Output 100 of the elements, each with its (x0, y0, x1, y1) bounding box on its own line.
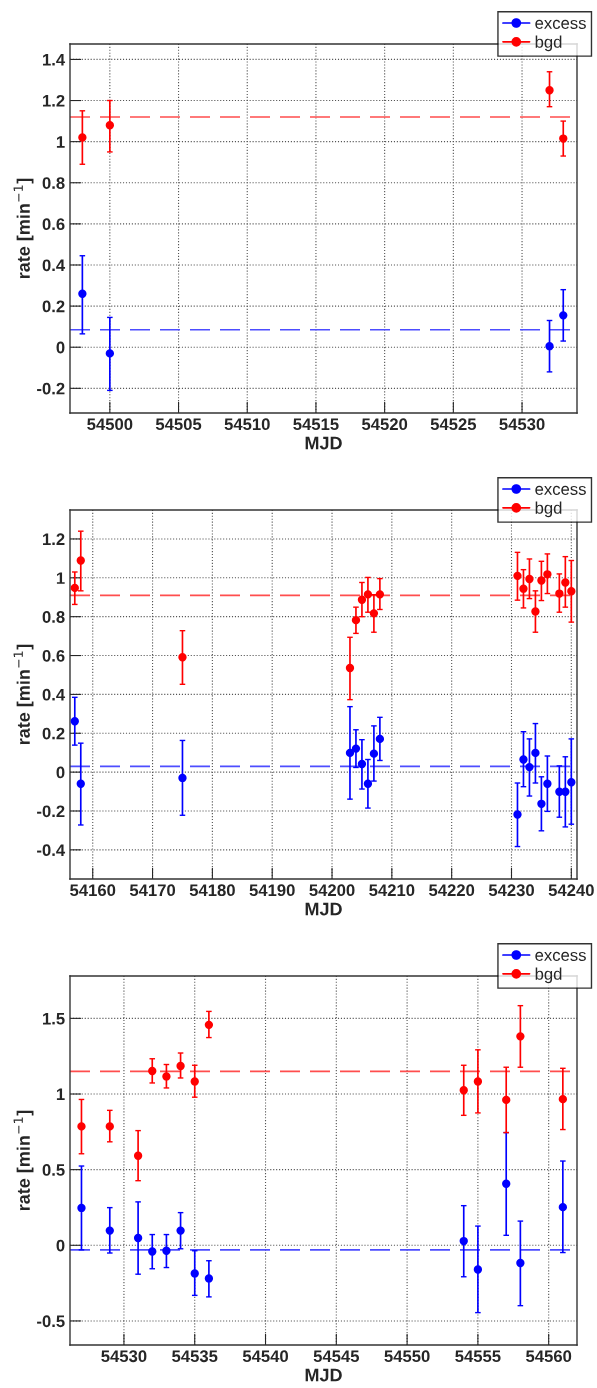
y-tick-label: 0 (56, 1239, 65, 1252)
point (555, 589, 564, 598)
point (162, 1246, 171, 1255)
point (531, 607, 540, 616)
point (519, 755, 528, 764)
y-tick-label: -0.5 (37, 1315, 65, 1328)
x-tick-label: 54555 (455, 1350, 501, 1363)
y-tick-label: 1 (56, 1088, 65, 1101)
x-tick-label: 54530 (499, 418, 545, 431)
x-tick-label: 54180 (189, 884, 235, 897)
x-tick-label: 54520 (361, 418, 408, 431)
point (531, 748, 540, 758)
point (345, 748, 355, 758)
point (567, 778, 576, 787)
point (525, 762, 534, 772)
y-tick-label: 0.8 (42, 177, 65, 189)
point (473, 1265, 483, 1274)
point (502, 1095, 511, 1105)
point (357, 595, 367, 604)
x-tick-label: 54550 (384, 1350, 430, 1363)
y-tick-label: -0.4 (37, 844, 66, 857)
x-axis-title: MJD (305, 902, 342, 916)
point (105, 121, 115, 130)
y-tick-label: 0.6 (42, 649, 65, 662)
x-axis-title: MJD (305, 1368, 342, 1382)
point (369, 749, 379, 758)
x-tick-label: 54200 (309, 884, 355, 897)
x-tick-label: 54210 (369, 884, 415, 897)
point (537, 799, 546, 808)
y-tick-label: 0.2 (42, 300, 65, 313)
x-tick-label: 54525 (430, 418, 477, 431)
point (77, 1122, 86, 1131)
x-tick-label: 54160 (70, 884, 116, 897)
point (559, 134, 568, 143)
y-tick-label: 0.8 (42, 611, 65, 623)
y-axis-title: rate [min$^{−1}$] (13, 178, 34, 279)
point (459, 1086, 468, 1095)
point (545, 86, 554, 95)
y-tick-label: -0.2 (37, 382, 65, 395)
y-tick-label: 0.2 (42, 727, 65, 740)
y-tick-label: 0.4 (42, 259, 66, 272)
point (190, 1077, 199, 1086)
x-tick-label: 54220 (429, 884, 475, 897)
y-tick-label: 1.2 (43, 94, 65, 107)
point (561, 578, 570, 587)
point (345, 663, 355, 673)
point (190, 1269, 199, 1278)
point (558, 1094, 568, 1104)
point (357, 759, 367, 769)
point (519, 584, 528, 593)
x-axis-title: MJD (305, 436, 342, 450)
y-tick-label: 1 (56, 136, 65, 148)
legend-label: bgd (535, 967, 562, 984)
x-tick-label: 54500 (87, 418, 133, 431)
legend-label: bgd (535, 35, 562, 52)
y-tick-label: 1 (56, 572, 65, 584)
x-tick-label: 54170 (129, 884, 176, 897)
y-tick-label: 0.6 (42, 218, 65, 231)
point (176, 1061, 185, 1071)
y-tick-label: 1.5 (43, 1012, 65, 1025)
point (105, 1226, 114, 1235)
legend-label: excess (535, 19, 586, 29)
point (502, 1179, 511, 1188)
point (162, 1072, 171, 1081)
y-tick-label: 1.4 (43, 53, 66, 66)
legend-label: excess (535, 951, 586, 961)
y-axis-title: rate [min$^{−1}$] (13, 644, 34, 745)
x-tick-label: 54540 (242, 1350, 289, 1363)
point (105, 1122, 114, 1131)
point (513, 571, 522, 581)
point (525, 574, 534, 584)
point (558, 1203, 568, 1212)
x-tick-label: 54510 (224, 418, 270, 431)
point (351, 744, 361, 753)
point (543, 570, 552, 579)
point (76, 779, 85, 788)
legend-label: bgd (535, 501, 562, 518)
x-tick-label: 54505 (155, 418, 202, 431)
point (204, 1020, 214, 1030)
point (176, 1226, 185, 1235)
point (70, 583, 79, 593)
point (78, 133, 87, 142)
y-tick-label: -0.2 (37, 805, 65, 818)
x-tick-label: 54545 (313, 1350, 360, 1363)
point (363, 590, 373, 599)
point (148, 1066, 157, 1076)
point (204, 1274, 214, 1283)
point (351, 616, 361, 625)
point (76, 556, 85, 565)
x-tick-label: 54515 (293, 418, 339, 431)
point (375, 734, 385, 744)
x-tick-label: 54560 (526, 1350, 572, 1363)
point (561, 787, 570, 796)
y-tick-label: 0 (56, 766, 65, 779)
x-tick-label: 54190 (249, 884, 295, 897)
point (567, 587, 576, 596)
point (105, 349, 115, 358)
point (369, 609, 379, 618)
legend-label: excess (535, 485, 586, 495)
point (516, 1032, 525, 1041)
